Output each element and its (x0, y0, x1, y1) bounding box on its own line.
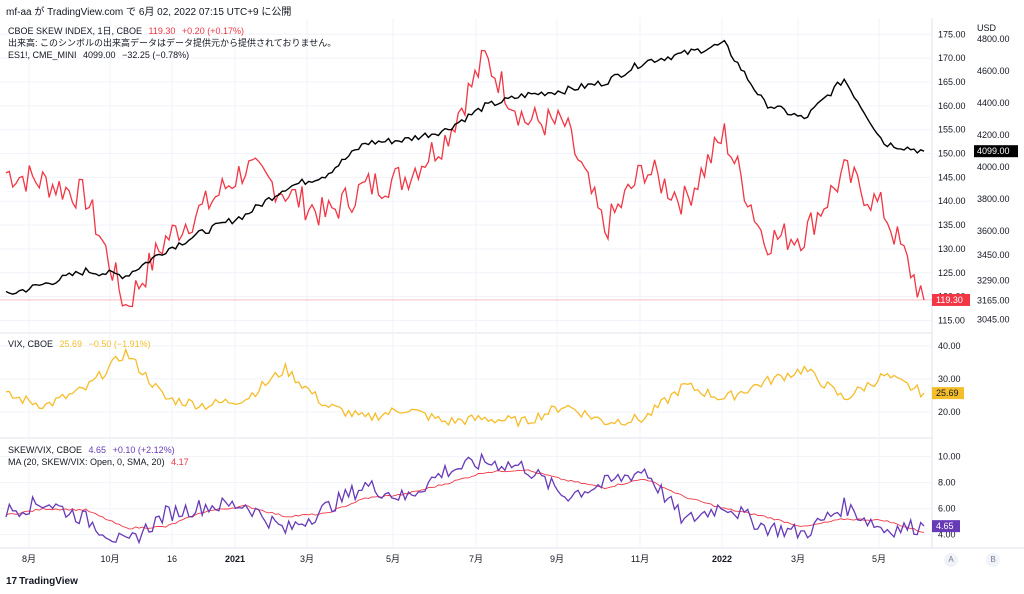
time-axis-tick: 11月 (631, 554, 649, 564)
vix-legend-change: −0.50 (−1.91%) (88, 339, 151, 349)
time-axis-tick: 3月 (300, 554, 314, 564)
ratio-legend[interactable]: SKEW/VIX, CBOE 4.65 +0.10 (+2.12%) (8, 444, 175, 456)
ratio-axis-tick: 10.00 (938, 452, 961, 462)
time-axis-tick: 2022 (712, 554, 732, 564)
ma-legend-symbol: MA (20, SKEW/VIX: Open, 0, SMA, 20) (8, 457, 165, 467)
time-axis-tick: 5月 (386, 554, 400, 564)
vix-last-price-label (932, 387, 964, 400)
time-axis-tick: 3月 (791, 554, 805, 564)
ratio-legend-symbol: SKEW/VIX, CBOE (8, 445, 83, 455)
ratio-legend-value: 4.65 (88, 445, 107, 455)
axis-layer: 175.00 170.00 165.00 160.00 155.00 150.00 145.… (22, 23, 1018, 564)
ma-series-line (5, 469, 925, 533)
es-last-price-text: 4099.00 (977, 146, 1010, 156)
es-axis-tick: 3290.00 (977, 275, 1010, 285)
es-axis-tick: 4000.00 (977, 162, 1010, 172)
skew-axis-tick: 165.00 (938, 77, 966, 87)
skew-axis-tick: 130.00 (938, 244, 966, 254)
vix-last-price-text: 25.69 (936, 388, 959, 398)
skew-last-price-text: 119.30 (936, 295, 963, 305)
time-axis-tick: 9月 (550, 554, 564, 564)
es-legend[interactable]: ES1!, CME_MINI 4099.00 −32.25 (−0.78%) (8, 49, 189, 61)
es-legend-symbol: ES1!, CME_MINI (8, 50, 77, 60)
ratio-legend-change: +0.10 (+2.12%) (112, 445, 175, 455)
es-legend-value: 4099.00 (83, 50, 116, 60)
volume-note-text: 出来高: このシンボルの出来高データはデータ提供元から提供されておりません。 (8, 38, 337, 48)
log-scale-button[interactable]: B (986, 553, 1000, 567)
vix-axis-tick: 30.00 (938, 374, 961, 384)
es-axis-tick: 3045.00 (977, 315, 1010, 325)
skew-legend[interactable]: CBOE SKEW INDEX, 1日, CBOE 119.30 +0.20 (… (8, 25, 244, 37)
skew-axis-tick: 125.00 (938, 268, 966, 278)
es-series-line (5, 39, 925, 295)
skew-legend-value: 119.30 (148, 26, 176, 36)
tradingview-brand: TradingView (19, 576, 78, 587)
vix-legend-symbol: VIX, CBOE (8, 339, 54, 349)
ratio-axis-tick: 4.00 (938, 530, 956, 540)
es-axis-tick: 4400.00 (977, 98, 1010, 108)
time-axis-tick: 7月 (469, 554, 483, 564)
skew-series-line (5, 49, 925, 308)
skew-last-price-label (932, 293, 970, 306)
ratio-axis-tick: 6.00 (938, 504, 956, 514)
time-axis-tick: 16 (167, 554, 177, 564)
vix-legend-value: 25.69 (59, 339, 83, 349)
ratio-last-price-label (932, 520, 960, 533)
skew-axis-tick: 115.00 (938, 315, 965, 325)
published-info: mf-aa が TradingView.com で 6月 02, 2022 07… (6, 7, 292, 18)
es-axis-tick: 3600.00 (977, 226, 1010, 236)
tradingview-logo-icon: 17 (6, 576, 18, 587)
ma-legend-value: 4.17 (171, 457, 189, 467)
es-last-price-label (974, 145, 1018, 158)
vix-axis-tick: 20.00 (938, 407, 961, 417)
time-axis-tick: 5月 (872, 554, 886, 564)
skew-axis-tick: 175.00 (938, 29, 966, 39)
time-axis-tick: 10月 (100, 554, 119, 564)
currency-label: USD (977, 23, 997, 33)
skew-axis-tick: 135.00 (938, 220, 966, 230)
skew-axis-tick: 145.00 (938, 172, 966, 182)
skew-legend-change: +0.20 (+0.17%) (181, 26, 244, 36)
auto-scale-button[interactable]: A (944, 553, 958, 567)
skew-axis-tick: 160.00 (938, 101, 966, 111)
es-axis-tick: 4200.00 (977, 130, 1010, 140)
skew-axis-tick: 170.00 (938, 53, 966, 63)
ratio-last-price-text: 4.65 (936, 521, 954, 531)
es-axis-tick: 3800.00 (977, 194, 1010, 204)
ratio-series-line (5, 452, 925, 545)
volume-note: 出来高: このシンボルの出来高データはデータ提供元から提供されておりません。 (8, 37, 336, 49)
series-layer (0, 39, 932, 545)
skew-legend-symbol: CBOE SKEW INDEX, 1日, CBOE (8, 26, 143, 36)
time-axis-tick: 8月 (22, 554, 36, 564)
skew-axis-tick: 140.00 (938, 196, 966, 206)
skew-axis-tick: 155.00 (938, 125, 966, 135)
tradingview-logo[interactable]: 17 TradingView (6, 576, 78, 587)
vix-series-line (5, 347, 925, 429)
es-axis-tick: 3450.00 (977, 250, 1010, 260)
time-axis-tick: 2021 (225, 554, 245, 564)
es-axis-tick: 4800.00 (977, 34, 1010, 44)
vix-legend[interactable]: VIX, CBOE 25.69 −0.50 (−1.91%) (8, 338, 151, 350)
ma-legend[interactable]: MA (20, SKEW/VIX: Open, 0, SMA, 20) 4.17 (8, 456, 189, 468)
vix-axis-tick: 40.00 (938, 341, 961, 351)
es-axis-tick: 4600.00 (977, 66, 1010, 76)
grid-lines (0, 18, 932, 548)
es-legend-change: −32.25 (−0.78%) (122, 50, 190, 60)
skew-axis-tick: 150.00 (938, 149, 966, 159)
ratio-axis-tick: 8.00 (938, 478, 956, 488)
es-axis-tick: 3165.00 (977, 295, 1010, 305)
